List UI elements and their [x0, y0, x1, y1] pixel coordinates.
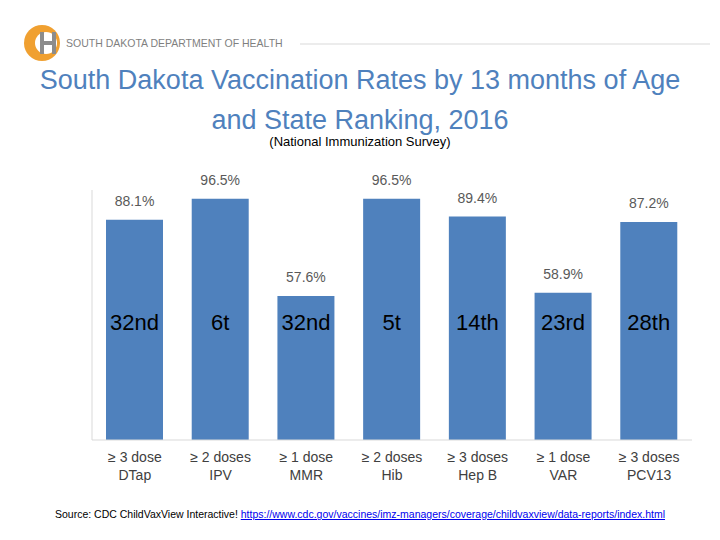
svg-text:≥ 2 dosesIPV: ≥ 2 dosesIPV: [190, 449, 251, 483]
svg-text:23rd: 23rd: [541, 310, 585, 335]
svg-text:96.5%: 96.5%: [200, 172, 240, 188]
html-text:South Dakota Vaccination Rates: South Dakota Vaccination Rates by 13 mon…: [39, 65, 681, 135]
svg-text:6t: 6t: [211, 310, 229, 335]
svg-text:≥ 3 dosesHep B: ≥ 3 dosesHep B: [447, 449, 508, 483]
svg-text:SOUTH DAKOTA DEPARTMENT OF HEA: SOUTH DAKOTA DEPARTMENT OF HEALTH: [66, 37, 283, 49]
svg-text:≥ 1 doseVAR: ≥ 1 doseVAR: [537, 449, 591, 483]
svg-text:96.5%: 96.5%: [372, 172, 412, 188]
svg-text:14th: 14th: [456, 310, 499, 335]
svg-text:5t: 5t: [382, 310, 400, 335]
svg-text:89.4%: 89.4%: [458, 190, 498, 206]
html-text:(National Immunization Survey): (National Immunization Survey): [269, 134, 451, 149]
svg-text:32nd: 32nd: [281, 310, 330, 335]
svg-text:32nd: 32nd: [110, 310, 159, 335]
svg-text:≥ 2 dosesHib: ≥ 2 dosesHib: [362, 449, 423, 483]
html-text:Source: CDC ChildVaxView Inter: Source: CDC ChildVaxView Interactive! ht…: [55, 508, 665, 520]
svg-text:88.1%: 88.1%: [115, 193, 155, 209]
svg-text:≥ 1 doseMMR: ≥ 1 doseMMR: [279, 449, 333, 483]
svg-text:57.6%: 57.6%: [286, 269, 326, 285]
svg-text:≥ 3 doseDTap: ≥ 3 doseDTap: [108, 449, 162, 483]
svg-text:28th: 28th: [627, 310, 670, 335]
svg-text:≥ 3 dosesPCV13: ≥ 3 dosesPCV13: [619, 449, 680, 483]
svg-text:87.2%: 87.2%: [629, 195, 669, 211]
svg-text:58.9%: 58.9%: [543, 266, 583, 282]
